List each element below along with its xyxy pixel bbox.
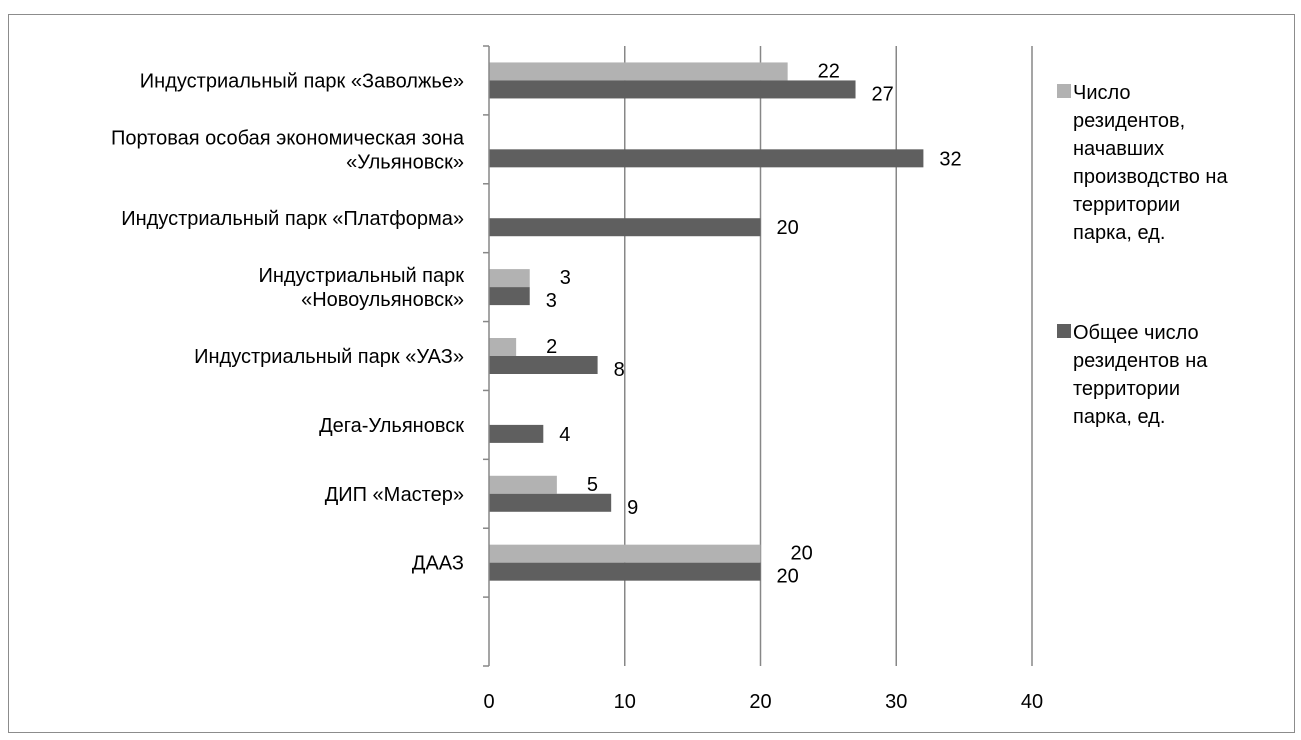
category-label: ДААЗ [412, 553, 464, 575]
data-label: 20 [777, 566, 799, 588]
bar-total-residents [489, 80, 856, 99]
category-label: «Ульяновск» [346, 151, 464, 173]
category-label: Индустриальный парк «Заволжье» [140, 70, 464, 92]
axes: 0 10 20 30 40 ДААЗ ДИП «Мастер» Дега-Ульяновск И… [111, 45, 1043, 713]
category-label: Индустриальный парк «Платформа» [121, 208, 464, 230]
legend-label: Общее число [1073, 322, 1199, 344]
data-label: 5 [587, 474, 598, 496]
bar-total-residents [489, 424, 544, 443]
data-label: 27 [872, 83, 894, 105]
bar-total-residents [489, 562, 761, 581]
bar-total-residents [489, 493, 612, 512]
data-label: 4 [559, 424, 570, 446]
legend: Число резидентов, начавших производство на т… [1057, 82, 1228, 428]
data-label: 2 [546, 336, 557, 358]
bar-total-residents [489, 218, 761, 237]
bar-total-residents [489, 149, 924, 168]
category-label: Портовая особая экономическая зона [111, 127, 465, 149]
x-tick-label: 30 [885, 691, 907, 713]
data-label: 20 [791, 543, 813, 565]
x-tick-label: 40 [1021, 691, 1043, 713]
legend-swatch [1057, 324, 1071, 338]
bar-started-production [489, 269, 530, 288]
legend-label: резидентов, [1073, 110, 1185, 132]
category-label: «Новоульяновск» [301, 289, 464, 311]
x-tick-label: 0 [483, 691, 494, 713]
data-label: 8 [614, 359, 625, 381]
legend-label: Число [1073, 82, 1131, 104]
legend-label: парка, ед. [1073, 222, 1165, 244]
x-tick-label: 10 [614, 691, 636, 713]
legend-label: резидентов на [1073, 350, 1208, 372]
legend-swatch [1057, 84, 1071, 98]
data-label: 3 [560, 267, 571, 289]
legend-label: территории [1073, 378, 1180, 400]
category-label: Индустриальный парк [258, 265, 464, 287]
bar-started-production [489, 338, 517, 356]
legend-label: территории [1073, 194, 1180, 216]
x-tick-label: 20 [749, 691, 771, 713]
legend-label: производство на [1073, 166, 1228, 188]
bar-started-production [489, 62, 788, 81]
data-label: 9 [627, 497, 638, 519]
legend-label: начавших [1073, 138, 1164, 160]
chart-border [8, 14, 1295, 733]
data-label: 32 [939, 148, 961, 170]
category-label: ДИП «Мастер» [325, 484, 464, 506]
data-label: 20 [777, 217, 799, 239]
category-label: Дега-Ульяновск [319, 415, 464, 437]
data-label: 22 [818, 60, 840, 82]
bar-total-residents [489, 287, 530, 306]
bars [489, 62, 924, 581]
bar-started-production [489, 544, 761, 563]
legend-label: парка, ед. [1073, 406, 1165, 428]
bar-total-residents [489, 356, 598, 374]
category-label: Индустриальный парк «УАЗ» [194, 346, 464, 368]
bar-started-production [489, 475, 557, 494]
data-label: 3 [546, 290, 557, 312]
